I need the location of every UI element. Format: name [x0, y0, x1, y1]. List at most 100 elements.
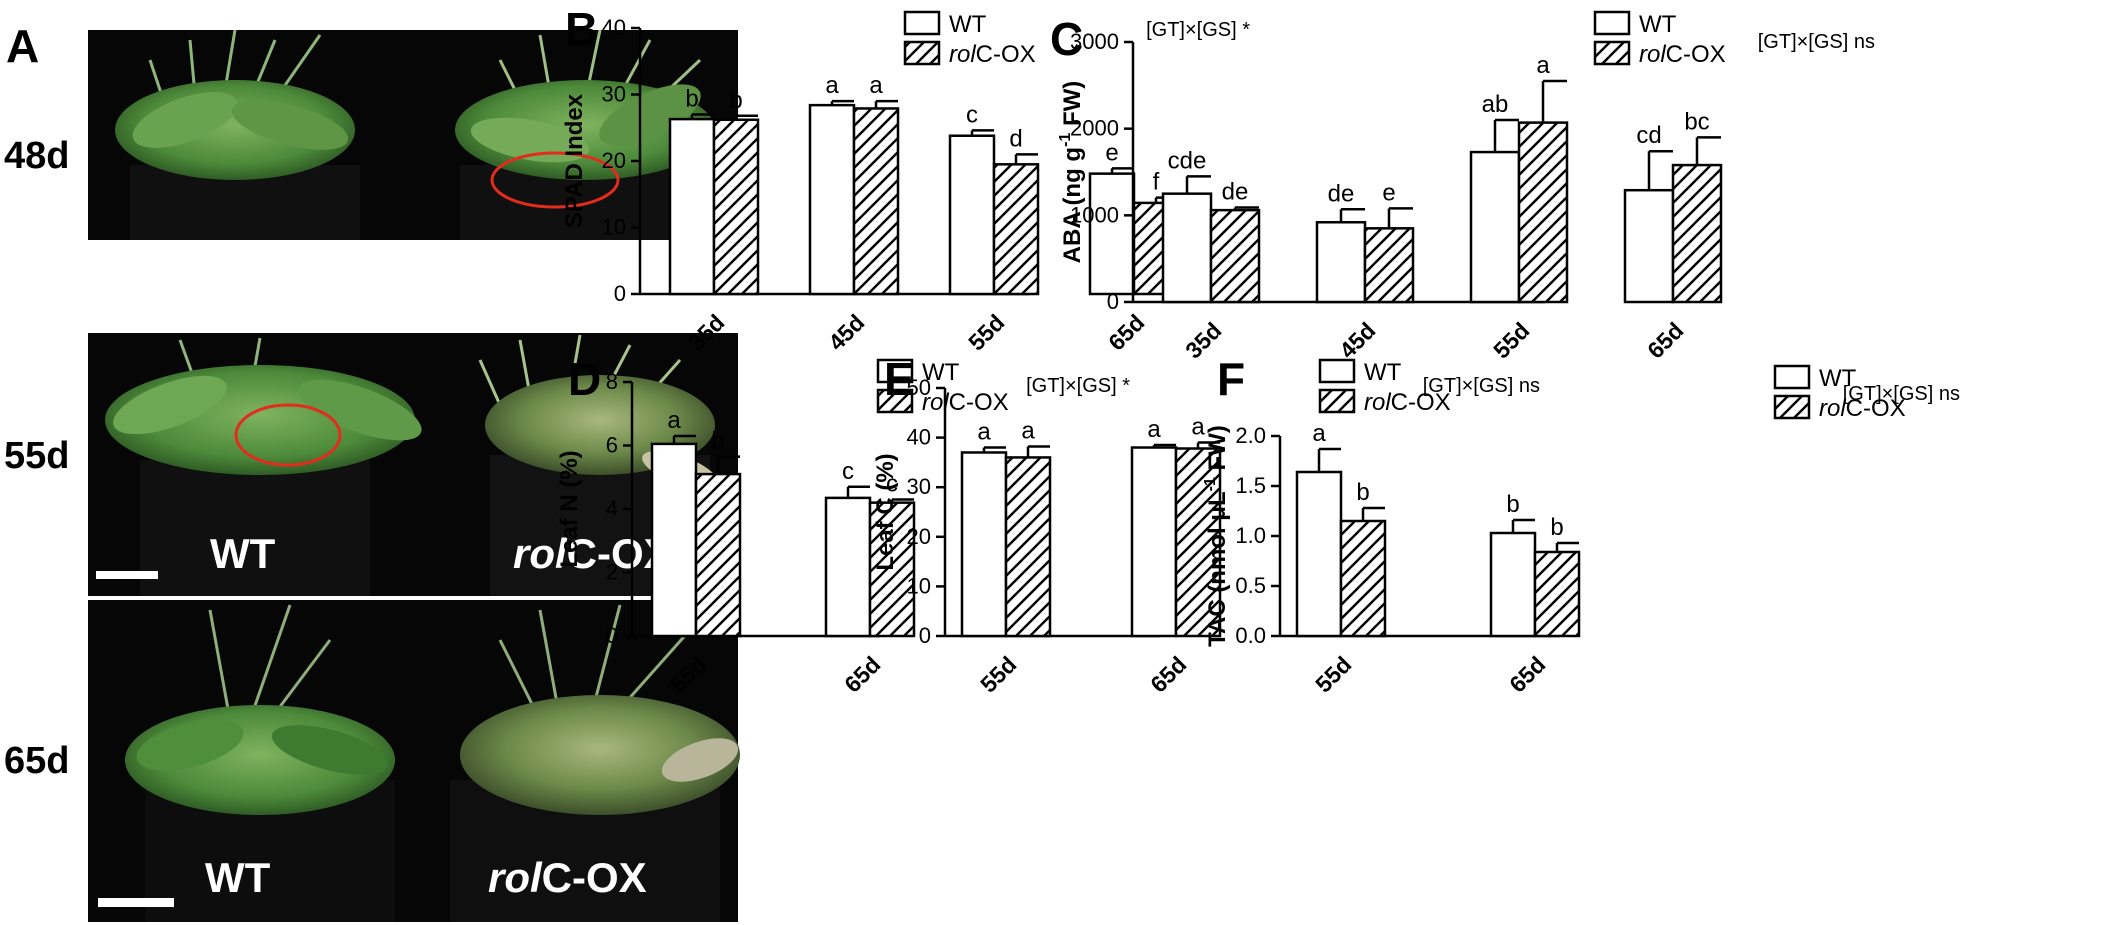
significance-letter: d [1009, 125, 1022, 152]
y-tick-label: 20 [602, 148, 626, 173]
legend-swatch-rolc-ox [876, 388, 914, 414]
bar-wt [1315, 221, 1367, 304]
y-tick-label: 0 [919, 623, 931, 648]
significance-letter: a [825, 72, 839, 99]
bar-wt [824, 496, 872, 638]
significance-letter: f [1153, 169, 1160, 196]
bar-wt [1130, 446, 1178, 638]
y-tick-label: 4 [606, 496, 618, 521]
y-tick-label: 40 [907, 425, 931, 450]
bar-wt [1161, 192, 1213, 304]
bar-rolc-ox [694, 472, 742, 638]
x-tick-label: 45d [1334, 317, 1380, 363]
panel-letter: C [1050, 13, 1083, 65]
y-axis-label: Leaf C (%) [872, 453, 899, 570]
y-tick-label: 20 [907, 524, 931, 549]
bar-rolc-ox [852, 107, 900, 296]
bar-wt [1295, 470, 1343, 638]
legend-label-rest: C-OX [949, 389, 1009, 416]
significance-letter: a [1191, 414, 1205, 441]
bar-rolc-ox [868, 501, 916, 638]
legend-swatch-rolc-ox [1593, 40, 1631, 66]
label-ox-65d: rolC-OX [488, 854, 647, 901]
legend-label-rolc-ox: rolC-OX [949, 41, 1036, 68]
y-tick-label: 2000 [1070, 116, 1119, 141]
label-ox-55d: rolC-OX [513, 530, 672, 577]
bar-wt [808, 103, 856, 296]
scale-bar [98, 898, 174, 907]
y-axis-label-main: ABA (ng g [1059, 147, 1086, 263]
x-tick-label: 65d [839, 651, 885, 697]
bar-rolc-ox [1533, 550, 1581, 638]
photo-65d [88, 600, 740, 922]
significance-letter: de [1222, 179, 1249, 206]
legend-swatch-rolc-ox [1318, 388, 1356, 414]
y-tick-label: 3000 [1070, 29, 1119, 54]
legend-label-italic: rol [1639, 41, 1666, 68]
bar-rolc-ox [1174, 447, 1222, 638]
significance-letter: a [1312, 420, 1326, 447]
y-axis-label: SPAD Index [561, 93, 588, 228]
legend-label-rolc-ox: rolC-OX [1819, 395, 1906, 422]
interaction-annotation: [GT]×[GS] ns [1758, 31, 1875, 53]
significance-letter: c [886, 470, 898, 497]
x-tick-label: 55d [1488, 317, 1534, 363]
bar-wt [668, 117, 716, 296]
y-tick-label: 1000 [1070, 202, 1119, 227]
y-axis-label-main: TAC (nmol μL [1204, 491, 1231, 647]
x-tick-label: 55d [975, 651, 1021, 697]
y-axis-label: TAC (nmol μL-1 FW) [1202, 425, 1231, 647]
significance-letter: ab [1482, 91, 1509, 118]
significance-letter: a [1021, 418, 1035, 445]
x-tick-label: 65d [1145, 651, 1191, 697]
photo-48d [88, 29, 738, 312]
panel-letter: F [1217, 353, 1245, 405]
bar-rolc-ox [1363, 227, 1415, 304]
bar-rolc-ox [1671, 163, 1723, 304]
legend-label-wt: WT [1639, 11, 1677, 38]
bar-wt [650, 442, 698, 638]
legend-swatch-wt [1318, 358, 1356, 384]
y-axis-label-sup: -1 [1057, 133, 1074, 147]
bar-rolc-ox [1517, 121, 1569, 304]
highlight-circle [490, 151, 620, 209]
y-tick-label: 1.5 [1235, 473, 1266, 498]
scale-bar [96, 304, 160, 312]
bar-wt [1088, 172, 1136, 296]
legend-swatch-wt [903, 10, 941, 36]
legend-label-rest: C-OX [1846, 395, 1906, 422]
row-label-65d: 65d [4, 740, 69, 782]
row-label-48d: 48d [4, 135, 69, 177]
photo-panel: A 48d WT rolC-OX [4, 20, 740, 922]
significance-letter: a [977, 419, 991, 446]
legend-label-rest: C-OX [1391, 389, 1451, 416]
panel-letter: D [568, 353, 601, 405]
photo-55d [88, 333, 738, 596]
legend-label-italic: rol [1819, 395, 1846, 422]
bar-wt [1489, 531, 1537, 638]
y-tick-label: 30 [602, 82, 626, 107]
bar-rolc-ox [1004, 456, 1052, 638]
y-axis-label-end: FW) [1204, 425, 1231, 477]
label-wt-65d: WT [205, 854, 271, 901]
y-tick-label: 40 [602, 15, 626, 40]
bar-wt [960, 451, 1008, 638]
y-tick-label: 1.0 [1235, 523, 1266, 548]
legend-swatch-wt [1593, 10, 1631, 36]
significance-letter: b [685, 85, 698, 112]
interaction-annotation: [GT]×[GS] * [1146, 19, 1250, 41]
y-axis-label-end: FW) [1059, 81, 1086, 133]
bar-rolc-ox [712, 118, 760, 296]
y-tick-label: 2.0 [1235, 423, 1266, 448]
y-axis-label: ABA (ng g-1 FW) [1057, 81, 1086, 264]
significance-letter: cde [1168, 147, 1207, 174]
legend-label-wt: WT [1364, 359, 1402, 386]
significance-letter: c [842, 458, 854, 485]
significance-letter: e [1105, 139, 1118, 166]
significance-letter: bc [1684, 108, 1709, 135]
y-tick-label: 8 [606, 369, 618, 394]
bar-wt [1469, 150, 1521, 304]
x-tick-label: 65d [1642, 317, 1688, 363]
